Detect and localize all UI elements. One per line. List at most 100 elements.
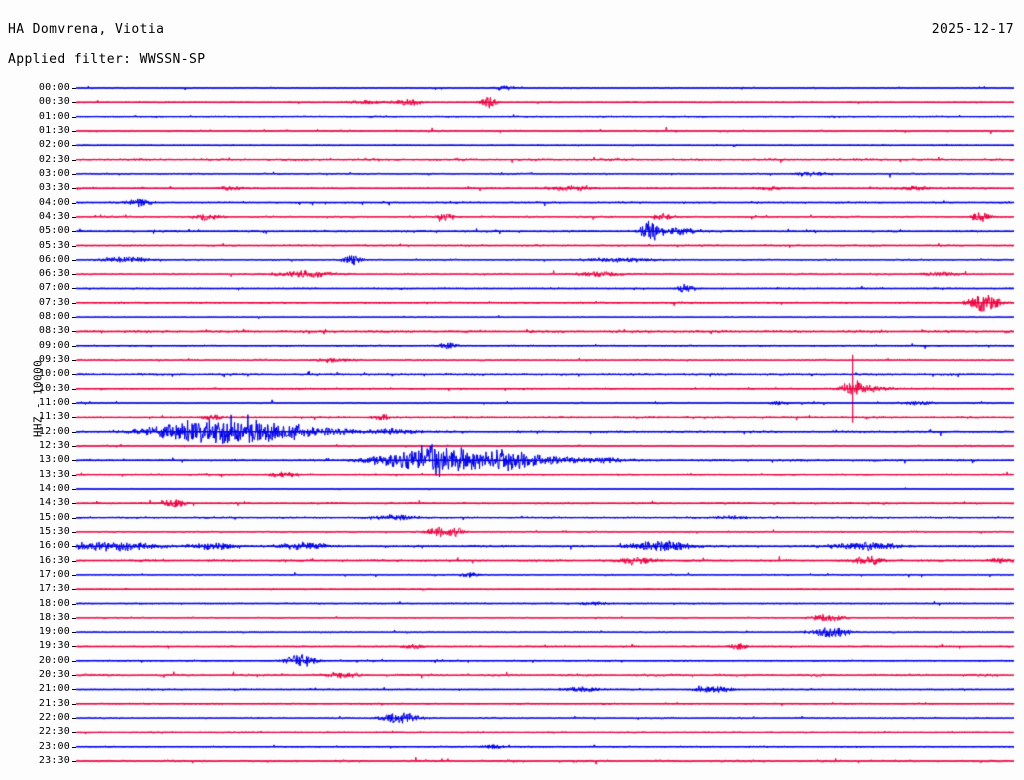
time-tick-mark	[72, 589, 76, 591]
time-tick-mark	[72, 102, 76, 104]
time-tick-mark	[72, 503, 76, 505]
time-tick-label: 01:00	[38, 110, 70, 122]
time-tick-label: 18:00	[38, 597, 70, 609]
time-tick-mark	[72, 202, 76, 204]
time-tick-label: 03:30	[38, 182, 70, 194]
applied-filter-label: Applied filter: WWSSN-SP	[8, 52, 206, 67]
time-tick-label: 02:30	[38, 153, 70, 165]
time-tick-mark	[72, 531, 76, 533]
time-tick-mark	[72, 374, 76, 376]
time-tick-mark	[72, 245, 76, 247]
time-tick-mark	[72, 388, 76, 390]
time-tick-label: 08:00	[38, 311, 70, 323]
time-tick-mark	[72, 460, 76, 462]
time-tick-mark	[72, 331, 76, 333]
time-tick-mark	[72, 746, 76, 748]
time-tick-mark	[72, 703, 76, 705]
time-tick-mark	[72, 360, 76, 362]
time-tick-mark	[72, 660, 76, 662]
time-tick-label: 12:00	[38, 425, 70, 437]
time-tick-label: 13:30	[38, 468, 70, 480]
time-tick-mark	[72, 689, 76, 691]
plot-date-label: 2025-12-17	[931, 22, 1014, 37]
time-tick-mark	[72, 288, 76, 290]
time-tick-mark	[72, 274, 76, 276]
seismogram-plot-area: 00:00 00:30 01:00 01:30 02:00 02:30 03:00 03:30…	[0, 78, 1024, 774]
time-tick-label: 03:00	[38, 167, 70, 179]
time-tick-label: 06:30	[38, 268, 70, 280]
time-tick-label: 10:00	[38, 368, 70, 380]
time-tick-label: 09:30	[38, 354, 70, 366]
time-tick-label: 11:30	[38, 411, 70, 423]
time-tick-mark	[72, 632, 76, 634]
time-tick-mark	[72, 488, 76, 490]
time-tick-label: 10:30	[38, 382, 70, 394]
time-tick-mark	[72, 617, 76, 619]
time-tick-label: 16:30	[38, 554, 70, 566]
time-tick-mark	[72, 173, 76, 175]
time-tick-mark	[72, 216, 76, 218]
time-tick-mark	[72, 646, 76, 648]
time-tick-label: 08:30	[38, 325, 70, 337]
time-tick-mark	[72, 116, 76, 118]
time-tick-mark	[72, 317, 76, 319]
time-tick-label: 04:30	[38, 210, 70, 222]
time-tick-mark	[72, 130, 76, 132]
time-tick-mark	[72, 761, 76, 763]
time-tick-label: 15:00	[38, 511, 70, 523]
time-tick-mark	[72, 431, 76, 433]
time-tick-label: 21:00	[38, 683, 70, 695]
time-tick-label: 15:30	[38, 525, 70, 537]
time-tick-label: 16:00	[38, 540, 70, 552]
time-tick-label: 12:30	[38, 440, 70, 451]
time-tick-mark	[72, 403, 76, 405]
time-tick-mark	[72, 675, 76, 677]
time-tick-mark	[72, 302, 76, 304]
time-tick-mark	[72, 560, 76, 562]
time-tick-label: 06:00	[38, 253, 70, 265]
time-tick-label: 19:30	[38, 640, 70, 652]
time-tick-mark	[72, 732, 76, 734]
time-tick-label: 07:00	[38, 282, 70, 294]
time-tick-label: 00:30	[38, 96, 70, 108]
time-tick-mark	[72, 188, 76, 190]
time-tick-mark	[72, 603, 76, 605]
time-tick-mark	[72, 159, 76, 161]
time-tick-label: 05:30	[38, 239, 70, 251]
time-tick-label: 20:30	[38, 669, 70, 681]
time-tick-label: 09:00	[38, 339, 70, 351]
time-tick-mark	[72, 259, 76, 261]
time-tick-label: 18:30	[38, 611, 70, 623]
time-tick-mark	[72, 88, 76, 89]
time-tick-label: 19:00	[38, 626, 70, 638]
time-tick-label: 20:00	[38, 654, 70, 666]
time-tick-label: 21:30	[38, 697, 70, 709]
time-tick-label: 05:00	[38, 225, 70, 237]
time-tick-label: 17:30	[38, 583, 70, 595]
time-tick-label: 07:30	[38, 296, 70, 308]
time-tick-mark	[72, 145, 76, 147]
time-tick-label: 22:30	[38, 726, 70, 738]
time-tick-mark	[72, 546, 76, 548]
time-tick-label: 01:30	[38, 124, 70, 136]
time-tick-label: 11:00	[38, 397, 70, 409]
time-tick-mark	[72, 446, 76, 447]
time-tick-mark	[72, 417, 76, 419]
time-tick-label: 23:00	[38, 740, 70, 752]
time-tick-label: 17:00	[38, 568, 70, 580]
time-tick-label: 00:00	[38, 82, 70, 93]
time-tick-mark	[72, 345, 76, 347]
time-tick-label: 14:00	[38, 482, 70, 494]
time-tick-mark	[72, 474, 76, 476]
time-tick-label: 04:00	[38, 196, 70, 208]
time-tick-label: 14:30	[38, 497, 70, 509]
time-tick-label: 22:00	[38, 712, 70, 724]
time-tick-mark	[72, 517, 76, 519]
time-tick-label: 23:30	[38, 755, 70, 767]
time-tick-mark	[72, 574, 76, 576]
time-tick-mark	[72, 718, 76, 720]
time-tick-label: 02:00	[38, 139, 70, 151]
page-title: HA Domvrena, Viotia	[8, 22, 165, 37]
time-tick-label: 13:00	[38, 454, 70, 466]
